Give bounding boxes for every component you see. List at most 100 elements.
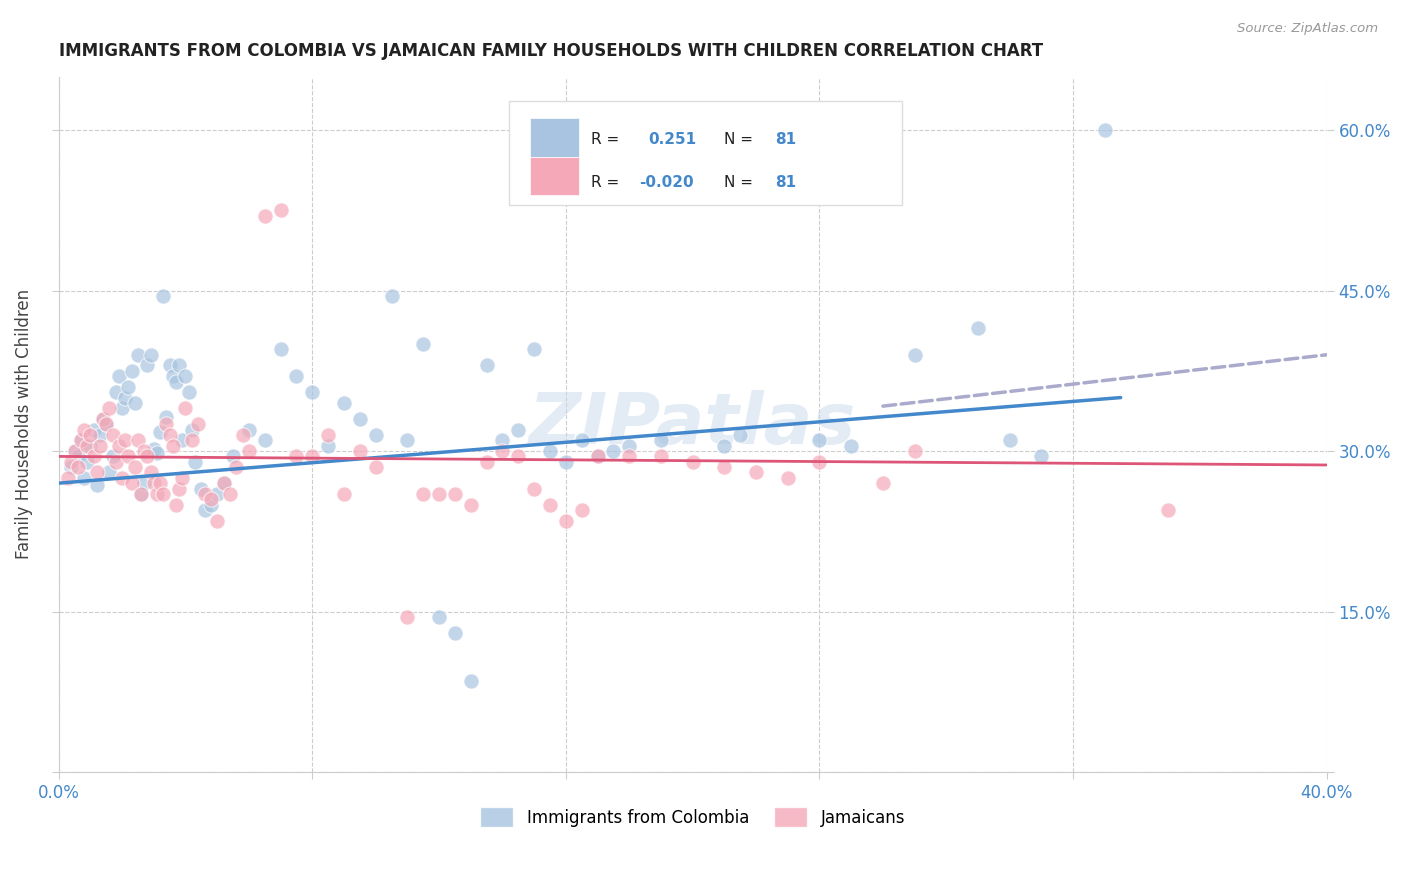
Point <box>508 423 530 437</box>
Point <box>114 434 136 448</box>
Point <box>713 439 735 453</box>
Point <box>602 444 624 458</box>
FancyBboxPatch shape <box>530 119 579 157</box>
Point <box>301 385 323 400</box>
Point <box>86 466 108 480</box>
Point <box>127 348 149 362</box>
Point <box>412 337 434 351</box>
Point <box>619 439 641 453</box>
Point <box>200 492 222 507</box>
Point <box>538 444 561 458</box>
Point <box>650 450 672 464</box>
Point <box>73 423 96 437</box>
Point <box>155 417 177 432</box>
Point <box>903 348 925 362</box>
Point <box>177 385 200 400</box>
Point <box>104 385 127 400</box>
Point <box>491 444 513 458</box>
Point <box>222 450 245 464</box>
Point <box>571 503 593 517</box>
Point <box>162 369 184 384</box>
Point <box>152 289 174 303</box>
Point <box>89 439 111 453</box>
FancyBboxPatch shape <box>509 101 901 205</box>
Point <box>187 417 209 432</box>
Point <box>412 487 434 501</box>
Point <box>586 450 609 464</box>
Point <box>79 439 101 453</box>
Point <box>190 482 212 496</box>
Point <box>149 476 172 491</box>
Point <box>129 487 152 501</box>
Point <box>159 359 181 373</box>
Point <box>66 450 89 464</box>
Point <box>165 375 187 389</box>
Point <box>149 425 172 439</box>
Point <box>554 455 576 469</box>
Point <box>475 455 498 469</box>
Point <box>108 439 131 453</box>
Legend: Immigrants from Colombia, Jamaicans: Immigrants from Colombia, Jamaicans <box>474 801 912 833</box>
Point <box>212 476 235 491</box>
Text: 0.251: 0.251 <box>648 132 696 146</box>
Point <box>124 396 146 410</box>
Point <box>253 434 276 448</box>
Point <box>316 439 339 453</box>
Point <box>200 498 222 512</box>
Point <box>205 514 228 528</box>
Point <box>253 209 276 223</box>
Point <box>728 428 751 442</box>
Point <box>70 434 93 448</box>
FancyBboxPatch shape <box>530 157 579 194</box>
Point <box>364 428 387 442</box>
Text: R =: R = <box>592 132 624 146</box>
Y-axis label: Family Households with Children: Family Households with Children <box>15 289 32 559</box>
Point <box>172 434 194 448</box>
Point <box>174 369 197 384</box>
Point <box>839 439 862 453</box>
Point <box>364 460 387 475</box>
Point <box>134 444 156 458</box>
Point <box>396 610 419 624</box>
Text: 81: 81 <box>775 132 796 146</box>
Point <box>903 444 925 458</box>
Point <box>111 471 134 485</box>
Point <box>60 455 83 469</box>
Point <box>444 487 467 501</box>
Point <box>1094 123 1116 137</box>
Point <box>808 455 831 469</box>
Point <box>167 359 190 373</box>
Point <box>713 460 735 475</box>
Point <box>380 289 402 303</box>
Text: IMMIGRANTS FROM COLOMBIA VS JAMAICAN FAMILY HOUSEHOLDS WITH CHILDREN CORRELATION: IMMIGRANTS FROM COLOMBIA VS JAMAICAN FAM… <box>59 42 1043 60</box>
Point <box>586 450 609 464</box>
Text: 81: 81 <box>775 175 796 190</box>
Point <box>333 487 356 501</box>
Point <box>63 444 86 458</box>
Point <box>60 460 83 475</box>
Point <box>117 380 139 394</box>
Point <box>184 455 207 469</box>
Point <box>142 442 165 456</box>
Point <box>491 434 513 448</box>
Point <box>650 434 672 448</box>
Text: -0.020: -0.020 <box>640 175 695 190</box>
Point <box>91 412 114 426</box>
Point <box>571 434 593 448</box>
Point <box>142 476 165 491</box>
Point <box>460 498 482 512</box>
Point <box>121 476 143 491</box>
Point <box>682 455 704 469</box>
Point <box>121 364 143 378</box>
Text: R =: R = <box>592 175 624 190</box>
Point <box>333 396 356 410</box>
Point <box>146 487 169 501</box>
Point <box>58 471 80 485</box>
Point <box>301 450 323 464</box>
Point <box>167 482 190 496</box>
Point <box>285 369 308 384</box>
Point <box>139 466 162 480</box>
Point <box>136 359 159 373</box>
Point <box>172 471 194 485</box>
Point <box>114 391 136 405</box>
